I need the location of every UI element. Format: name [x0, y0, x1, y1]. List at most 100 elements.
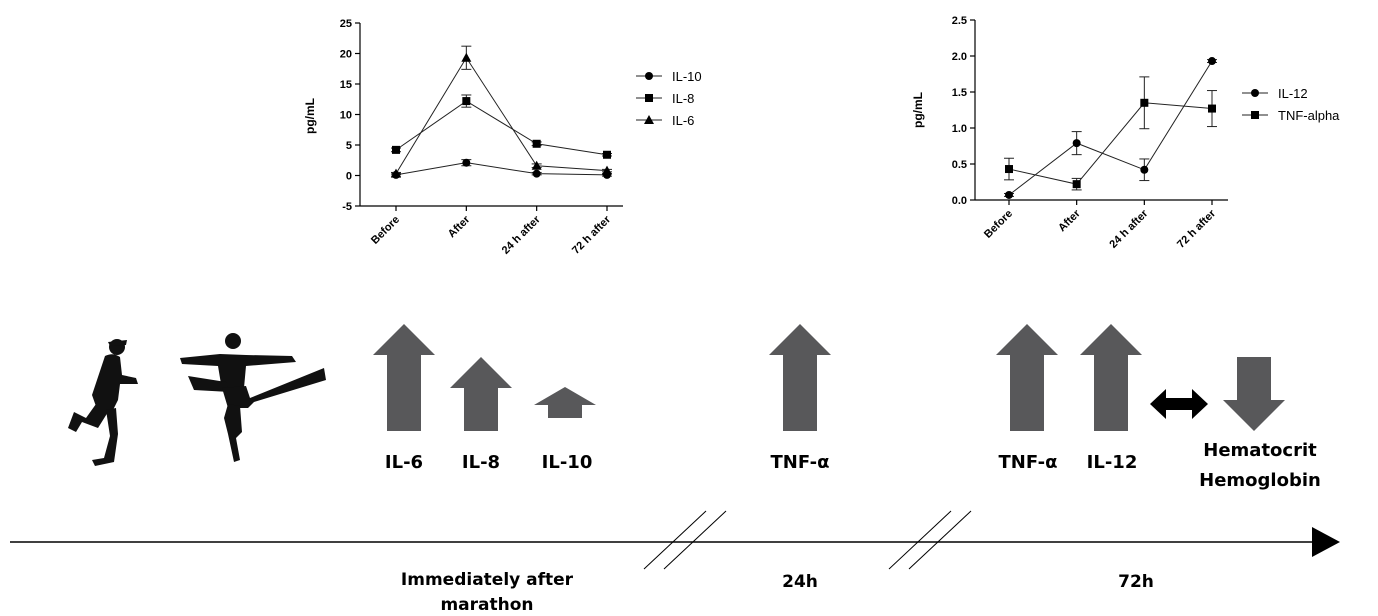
- data-point: [1072, 180, 1081, 189]
- timeline-arrowhead: [1312, 527, 1340, 557]
- series-line: [1008, 60, 1213, 196]
- legend-label: IL-8: [672, 91, 694, 106]
- legend-marker: [1251, 111, 1259, 119]
- timeline-label-72h: 72h: [1118, 572, 1154, 592]
- data-point: [1208, 104, 1216, 113]
- label-il8: IL-8: [462, 452, 500, 473]
- double-arrow-unchanged: [1150, 389, 1208, 419]
- y-tick-label: 0: [346, 171, 352, 183]
- data-point: [391, 168, 401, 178]
- x-tick-label: After: [446, 213, 473, 240]
- chart1-axes: [359, 23, 623, 207]
- label-il10: IL-10: [542, 452, 593, 473]
- chart-cytokines-right: pg/mL 2.5 2.0 1.5 1.0 0.5 0.0 Before After 24 h…: [911, 15, 1340, 251]
- legend-label: IL-12: [1278, 86, 1308, 101]
- chart2-y-axis-label: pg/mL: [911, 92, 925, 128]
- legend-marker: [645, 72, 653, 80]
- legend-label: IL-6: [672, 113, 694, 128]
- data-point: [1072, 139, 1081, 148]
- data-point: [1140, 98, 1149, 107]
- data-point: [531, 160, 542, 170]
- celebrating-runner-silhouette: [180, 333, 326, 462]
- data-point: [532, 169, 541, 178]
- x-tick-label: After: [1056, 207, 1083, 234]
- data-point: [603, 150, 611, 159]
- series-line: [395, 56, 608, 174]
- arrows-layer: [373, 324, 1285, 431]
- x-tick-label: 24 h after: [1107, 207, 1151, 251]
- timeline-break-1a: [643, 510, 707, 570]
- label-il6: IL-6: [385, 452, 423, 473]
- legend-marker: [1251, 89, 1259, 97]
- chart2-legend: IL-12 TNF-alpha: [1242, 86, 1340, 123]
- y-tick-label: 2.5: [952, 15, 967, 27]
- y-tick-label: 5: [346, 140, 352, 152]
- up-arrow-il12: [1080, 324, 1142, 431]
- data-point: [1005, 190, 1013, 199]
- chart-cytokines-left: pg/mL 25 20 15 10 5 0 -5 Before After 24 h after…: [303, 18, 702, 257]
- y-tick-label: 2.0: [952, 51, 967, 63]
- series-il-8: [391, 94, 612, 159]
- series-tnf-alpha: [1004, 76, 1217, 191]
- series-il-12: [1004, 57, 1217, 199]
- timeline-label-marathon: marathon: [440, 595, 533, 615]
- x-tick-label: 24 h after: [500, 213, 544, 257]
- series-line: [1008, 102, 1213, 185]
- chart2-x-ticks: Before After 24 h after 72 h after: [982, 200, 1219, 251]
- data-point: [461, 52, 472, 62]
- legend-marker: [645, 94, 653, 102]
- data-point: [532, 139, 541, 148]
- y-tick-label: 10: [340, 110, 352, 122]
- runner-silhouette: [68, 339, 138, 466]
- data-point: [602, 165, 612, 175]
- y-tick-label: 1.0: [952, 123, 967, 135]
- y-tick-label: 15: [340, 79, 352, 91]
- up-arrow-il10: [534, 387, 596, 418]
- y-tick-label: -5: [342, 201, 352, 213]
- chart1-series: [391, 45, 612, 179]
- label-hemoglobin: Hemoglobin: [1199, 470, 1321, 491]
- data-point: [1140, 165, 1149, 174]
- label-hematocrit: Hematocrit: [1203, 440, 1317, 461]
- series-il-6: [391, 45, 612, 178]
- timeline-break-2a: [888, 510, 952, 570]
- up-arrow-tnf-72h: [996, 324, 1058, 431]
- down-arrow-hematocrit-hemoglobin: [1223, 357, 1285, 431]
- data-point: [392, 145, 400, 154]
- x-tick-label: Before: [369, 214, 402, 247]
- chart2-axes: [974, 20, 1228, 201]
- y-tick-label: 20: [340, 49, 352, 61]
- data-point: [462, 158, 471, 167]
- timeline-break-2b: [908, 510, 972, 570]
- chart2-series: [1004, 57, 1217, 199]
- series-line: [395, 100, 608, 156]
- data-point: [1208, 57, 1216, 66]
- data-point: [462, 97, 471, 106]
- legend-label: IL-10: [672, 69, 702, 84]
- y-tick-label: 1.5: [952, 87, 967, 99]
- timeline: Immediately after marathon 24h 72h: [10, 510, 1340, 615]
- x-tick-label: 72 h after: [570, 213, 614, 257]
- data-point: [1005, 165, 1013, 174]
- legend-label: TNF-alpha: [1278, 108, 1340, 123]
- up-arrow-il6: [373, 324, 435, 431]
- x-tick-label: Before: [982, 208, 1015, 241]
- timeline-label-24h: 24h: [782, 572, 818, 592]
- timeline-label-immediately: Immediately after: [401, 570, 574, 590]
- series-line: [395, 162, 608, 176]
- y-tick-label: 0.5: [952, 159, 967, 171]
- legend-marker: [644, 115, 654, 124]
- chart1-y-ticks: 25 20 15 10 5 0 -5: [340, 18, 360, 213]
- y-tick-label: 0.0: [952, 195, 967, 207]
- label-tnf-72h: TNF-α: [999, 452, 1058, 473]
- chart2-y-ticks: 2.5 2.0 1.5 1.0 0.5 0.0: [952, 15, 975, 207]
- x-tick-label: 72 h after: [1175, 207, 1219, 251]
- y-tick-label: 25: [340, 18, 352, 30]
- timeline-break-1b: [663, 510, 727, 570]
- up-arrow-il8: [450, 357, 512, 431]
- label-tnf-24h: TNF-α: [771, 452, 830, 473]
- up-arrow-tnf-24h: [769, 324, 831, 431]
- label-il12: IL-12: [1087, 452, 1138, 473]
- chart1-y-axis-label: pg/mL: [303, 98, 317, 134]
